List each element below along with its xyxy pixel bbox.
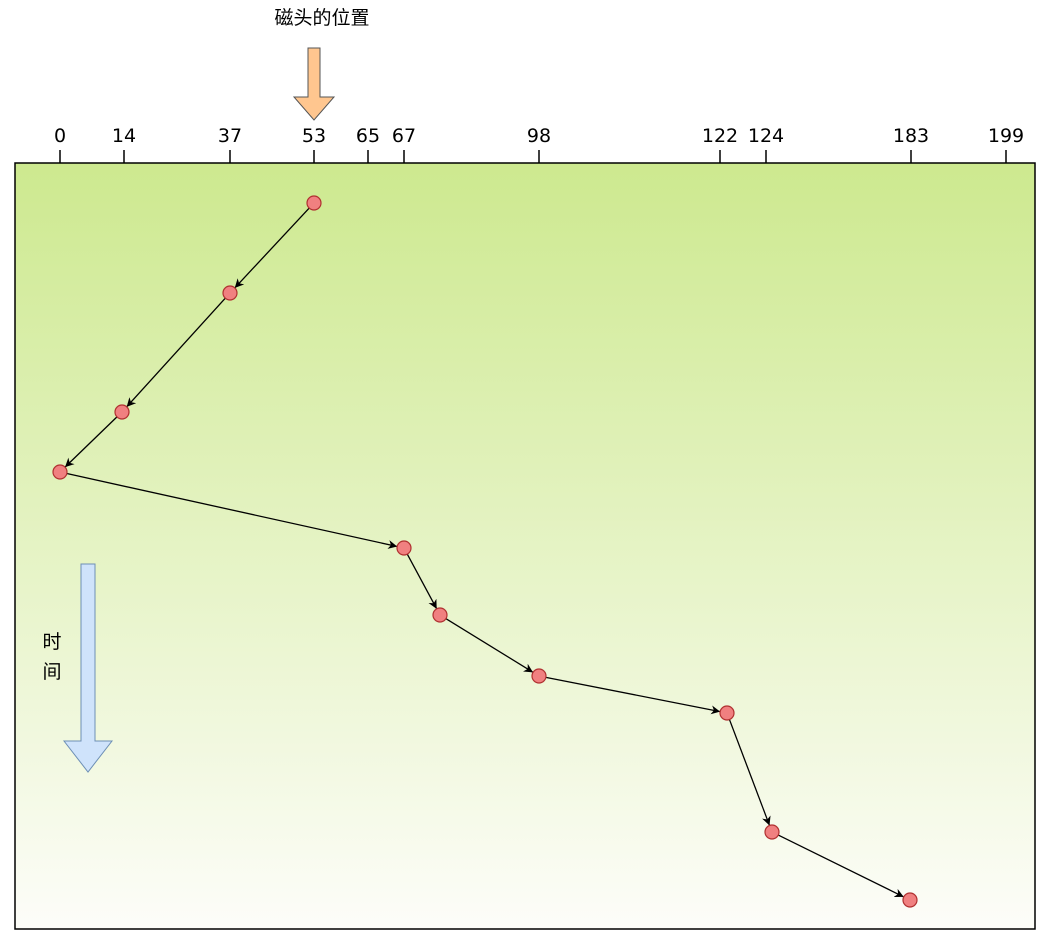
tick-label: 199 [988,125,1024,147]
time-label: 间 [42,661,61,683]
path-arrow [545,676,721,715]
path-arrow [406,553,438,610]
path-arrow [66,472,398,549]
tick-label: 183 [893,125,929,147]
head-stop [531,668,547,684]
head-stop [764,824,780,840]
head-stop [52,464,68,480]
head-stop [902,892,918,908]
tick-label: 124 [748,125,784,147]
path-arrow [777,834,905,898]
head-stop [114,404,130,420]
tick-label: 37 [218,125,242,147]
time-arrow [62,563,114,773]
path-arrow [445,618,534,673]
track-area [14,162,1036,930]
tick-label: 0 [54,125,66,147]
title: 磁头的位置 [274,7,369,29]
head-stop [719,705,735,721]
head-arrow [292,47,336,121]
path-arrow [126,297,226,408]
tick-label: 14 [112,125,136,147]
head-stop [222,285,238,301]
path-arrow [728,719,771,826]
head-path [52,195,918,908]
time-label: 时 [42,631,61,653]
path-arrow [64,416,118,468]
tick-label: 98 [527,125,551,147]
tick-label: 67 [392,125,416,147]
tick-label: 65 [356,125,380,147]
head-stop [432,607,448,623]
tick-label: 122 [702,125,738,147]
head-stop [306,195,322,211]
tick-label: 53 [302,125,326,147]
head-stop [396,540,412,556]
axis: 0 14 37 53 65 67 98 122 124 183 199 [54,125,1024,163]
path-arrow [234,207,310,289]
